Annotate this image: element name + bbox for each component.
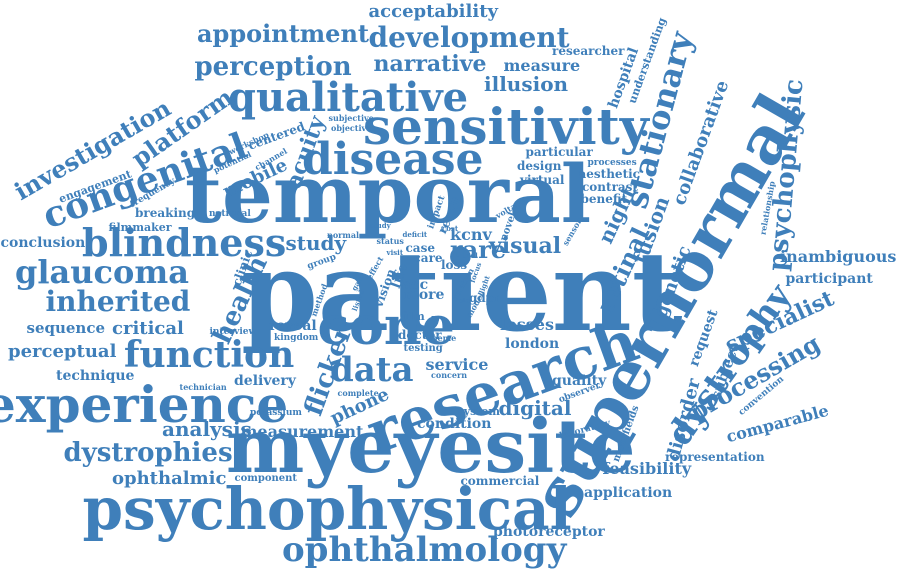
cloud-word-more: more bbox=[404, 287, 445, 303]
cloud-word-concern: concern bbox=[431, 370, 468, 380]
cloud-word-acc: acc bbox=[402, 277, 429, 293]
cloud-word-normal: normal bbox=[327, 230, 360, 240]
cloud-word-london: london bbox=[505, 336, 560, 352]
cloud-word-visit: visit bbox=[386, 247, 404, 257]
cloud-word-cone: cone bbox=[317, 296, 455, 357]
cloud-word-qualitative: qualitative bbox=[228, 74, 469, 121]
cloud-word-breaking: breaking bbox=[135, 206, 196, 220]
cloud-word-photoreceptor: photoreceptor bbox=[493, 524, 605, 540]
cloud-word-researcher: researcher bbox=[552, 44, 625, 58]
cloud-word-study2: study bbox=[369, 220, 391, 230]
cloud-word-glaucoma: glaucoma bbox=[15, 253, 189, 291]
cloud-word-case: case bbox=[405, 241, 435, 255]
cloud-word-processes: processes bbox=[587, 157, 637, 168]
cloud-word-cost: cost bbox=[442, 223, 459, 233]
cloud-word-temporal: temporal bbox=[185, 147, 592, 241]
cloud-word-losses: losses bbox=[500, 315, 554, 334]
cloud-word-study: study bbox=[285, 231, 347, 255]
cloud-word-particular: particular bbox=[525, 145, 593, 159]
cloud-word-film: film bbox=[401, 309, 425, 323]
cloud-word-digital: digital bbox=[498, 396, 572, 420]
cloud-word-conclusion: conclusion bbox=[0, 235, 86, 251]
cloud-word-application: application bbox=[584, 485, 673, 501]
cloud-word-role: role bbox=[454, 295, 470, 305]
cloud-word-service: service bbox=[425, 355, 489, 374]
cloud-word-delivery: delivery bbox=[234, 373, 296, 389]
cloud-word-perception: perception bbox=[194, 52, 352, 82]
cloud-word-technique: technique bbox=[56, 368, 135, 384]
cloud-word-representation: representation bbox=[665, 450, 765, 464]
cloud-word-care: care bbox=[413, 251, 443, 265]
cloud-word-theme: theme bbox=[428, 333, 457, 343]
cloud-word-perceptual: perceptual bbox=[8, 341, 117, 362]
cloud-word-complete: complete bbox=[337, 388, 379, 398]
cloud-word-feasibility: feasibility bbox=[602, 459, 692, 478]
cloud-word-national: national bbox=[209, 208, 251, 219]
cloud-word-ophthalmic: ophthalmic bbox=[112, 468, 227, 489]
cloud-word-filmmaker: filmmaker bbox=[108, 220, 172, 234]
cloud-word-rare: rare bbox=[450, 235, 507, 264]
cloud-word-sensitivity: sensitivity bbox=[363, 97, 649, 156]
cloud-word-potassium: potassium bbox=[250, 407, 302, 418]
cloud-word-data: data bbox=[330, 350, 414, 390]
cloud-word-measurement: measurement bbox=[240, 422, 364, 441]
cloud-word-visual: visual bbox=[489, 233, 562, 259]
cloud-word-experience: experience bbox=[0, 375, 289, 434]
cloud-word-acceptability: acceptability bbox=[368, 1, 498, 22]
cloud-word-virtual: virtual bbox=[520, 173, 565, 187]
cloud-word-participant: participant bbox=[785, 271, 873, 287]
cloud-word-disease: disease bbox=[302, 134, 484, 185]
cloud-word-kingdom: kingdom bbox=[274, 332, 319, 343]
cloud-word-doctor: doctor bbox=[398, 328, 442, 342]
cloud-word-interview: interview bbox=[209, 326, 257, 337]
cloud-word-critical: critical bbox=[112, 318, 184, 339]
cloud-word-benefit: benefit bbox=[580, 192, 628, 206]
cloud-word-system: system bbox=[457, 404, 501, 418]
cloud-word-psychophysical: psychophysical bbox=[82, 475, 572, 543]
cloud-word-inambiguous: inambiguous bbox=[780, 247, 897, 266]
cloud-word-blindness: blindness bbox=[82, 220, 287, 265]
cloud-word-gdpr: gdpr bbox=[469, 291, 501, 305]
cloud-word-objective: objective bbox=[331, 123, 372, 133]
cloud-word-commercial: commercial bbox=[460, 474, 540, 488]
cloud-word-ophthalmology: ophthalmology bbox=[282, 530, 567, 570]
cloud-word-patient: patient bbox=[241, 227, 683, 356]
cloud-word-sequence: sequence bbox=[26, 318, 106, 337]
cloud-word-dystrophies: dystrophies bbox=[63, 438, 233, 468]
cloud-word-loss: loss bbox=[441, 258, 468, 272]
cloud-word-inherited: inherited bbox=[45, 285, 191, 318]
cloud-word-contrast: contrast bbox=[582, 180, 638, 194]
cloud-word-design: design bbox=[517, 159, 562, 173]
cloud-word-kcnv: kcnv bbox=[450, 225, 492, 244]
cloud-word-reveal: reveal bbox=[269, 318, 317, 334]
cloud-word-function: function bbox=[124, 334, 295, 376]
cloud-word-technician: technician bbox=[179, 382, 227, 392]
cloud-word-measure: measure bbox=[503, 56, 581, 75]
cloud-word-status: status bbox=[376, 236, 404, 246]
cloud-word-appointment: appointment bbox=[197, 19, 369, 48]
cloud-word-narrative: narrative bbox=[373, 51, 487, 77]
cloud-word-development: development bbox=[368, 21, 570, 54]
cloud-word-quality: quality bbox=[552, 373, 607, 389]
cloud-word-myeyesite: myeyesite bbox=[226, 404, 636, 490]
cloud-word-aesthetic: aesthetic bbox=[578, 167, 640, 181]
cloud-word-subjective: subjective bbox=[328, 113, 374, 123]
cloud-word-analysis: analysis bbox=[162, 417, 252, 441]
cloud-word-component: component bbox=[234, 473, 298, 484]
cloud-word-testing: testing bbox=[403, 343, 443, 354]
cloud-word-condition: condition bbox=[417, 416, 492, 432]
cloud-word-deficit: deficit bbox=[402, 229, 428, 239]
cloud-word-illusion: illusion bbox=[484, 72, 569, 96]
cloud-word-tool: tool bbox=[462, 250, 478, 260]
